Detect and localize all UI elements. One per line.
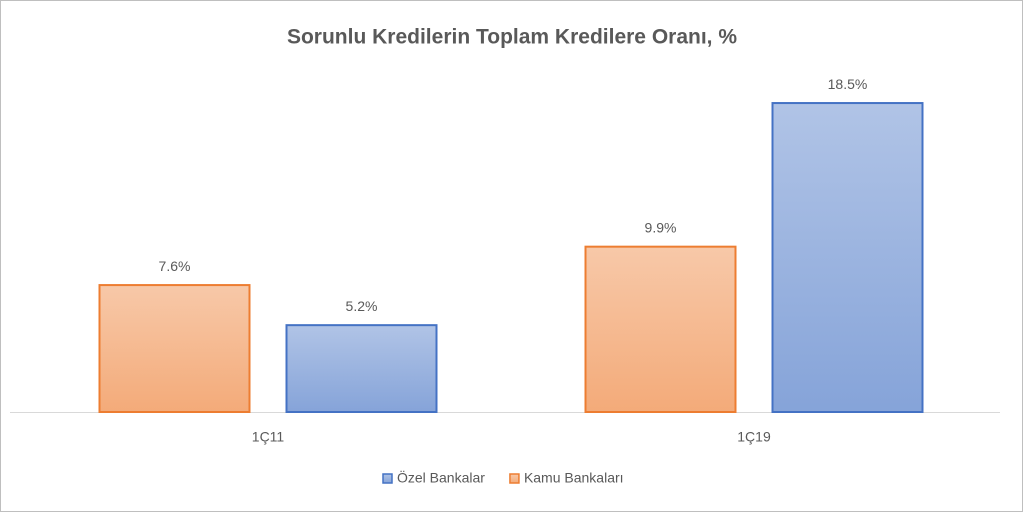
x-tick-label: 1Ç11 <box>252 429 285 445</box>
legend-label: Özel Bankalar <box>397 469 485 486</box>
x-tick-label: 1Ç19 <box>737 429 771 445</box>
legend-label: Kamu Bankaları <box>524 470 624 486</box>
data-label: 9.9% <box>645 219 677 235</box>
chart-title: Sorunlu Kredilerin Toplam Kredilere Oran… <box>287 26 737 49</box>
bar <box>771 102 924 414</box>
legend-swatch <box>382 473 393 484</box>
bar <box>285 324 438 413</box>
bar <box>584 245 737 413</box>
data-label: 7.6% <box>159 258 191 274</box>
data-label: 18.5% <box>828 76 868 92</box>
legend-swatch <box>509 473 520 484</box>
bar <box>98 284 251 413</box>
data-label: 5.2% <box>346 298 378 314</box>
